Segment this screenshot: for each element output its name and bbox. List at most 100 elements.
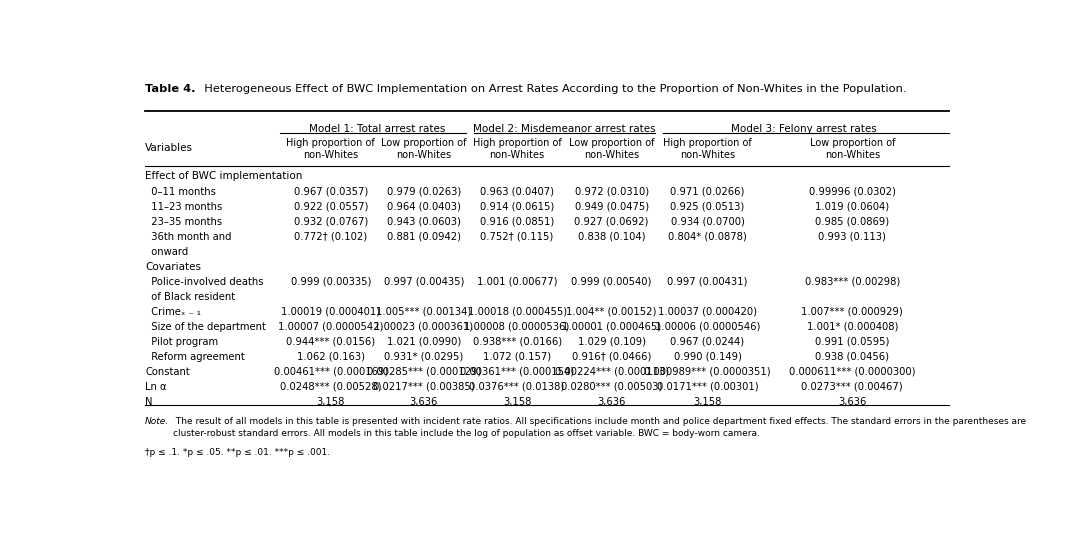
Text: Crimeₓ ₋ ₁: Crimeₓ ₋ ₁ — [145, 307, 201, 317]
Text: Size of the department: Size of the department — [145, 322, 266, 332]
Text: 0.971 (0.0266): 0.971 (0.0266) — [671, 187, 745, 197]
Text: 1.00007 (0.0000542): 1.00007 (0.0000542) — [279, 322, 383, 332]
Text: 0.967 (0.0357): 0.967 (0.0357) — [294, 187, 368, 197]
Text: 11–23 months: 11–23 months — [145, 202, 222, 212]
Text: 1.072 (0.157): 1.072 (0.157) — [483, 352, 551, 362]
Text: 3,636: 3,636 — [409, 397, 438, 407]
Text: 0.985 (0.0869): 0.985 (0.0869) — [815, 217, 889, 227]
Text: 23–35 months: 23–35 months — [145, 217, 222, 227]
Text: 0.983*** (0.00298): 0.983*** (0.00298) — [805, 277, 900, 287]
Text: Model 1: Total arrest rates: Model 1: Total arrest rates — [309, 123, 445, 134]
Text: 0.934 (0.0700): 0.934 (0.0700) — [671, 217, 744, 227]
Text: Effect of BWC implementation: Effect of BWC implementation — [145, 171, 302, 181]
Text: Constant: Constant — [145, 367, 190, 377]
Text: 0.990 (0.149): 0.990 (0.149) — [674, 352, 742, 362]
Text: 0.0171*** (0.00301): 0.0171*** (0.00301) — [657, 382, 758, 391]
Text: 1.00018 (0.000455): 1.00018 (0.000455) — [468, 307, 567, 317]
Text: 0.914 (0.0615): 0.914 (0.0615) — [480, 202, 554, 212]
Text: 0.972 (0.0310): 0.972 (0.0310) — [575, 187, 649, 197]
Text: 0.927 (0.0692): 0.927 (0.0692) — [575, 217, 649, 227]
Text: 0.916 (0.0851): 0.916 (0.0851) — [480, 217, 554, 227]
Text: 3,158: 3,158 — [503, 397, 531, 407]
Text: Ln α: Ln α — [145, 382, 166, 391]
Text: 1.00006 (0.0000546): 1.00006 (0.0000546) — [654, 322, 760, 332]
Text: 0.938*** (0.0166): 0.938*** (0.0166) — [473, 337, 562, 347]
Text: 0–11 months: 0–11 months — [145, 187, 216, 197]
Text: of Black resident: of Black resident — [145, 292, 235, 302]
Text: Police-involved deaths: Police-involved deaths — [145, 277, 264, 287]
Text: 0.752† (0.115): 0.752† (0.115) — [481, 232, 554, 242]
Text: 0.967 (0.0244): 0.967 (0.0244) — [671, 337, 744, 347]
Text: 0.949 (0.0475): 0.949 (0.0475) — [575, 202, 649, 212]
Text: 3,636: 3,636 — [838, 397, 866, 407]
Text: 0.00224*** (0.000113): 0.00224*** (0.000113) — [555, 367, 669, 377]
Text: 1.001* (0.000408): 1.001* (0.000408) — [807, 322, 897, 332]
Text: 0.99996 (0.0302): 0.99996 (0.0302) — [809, 187, 895, 197]
Text: 0.00361*** (0.000154): 0.00361*** (0.000154) — [460, 367, 575, 377]
Text: 1.019 (0.0604): 1.019 (0.0604) — [815, 202, 889, 212]
Text: Low proportion of
non-Whites: Low proportion of non-Whites — [381, 138, 467, 160]
Text: 0.772† (0.102): 0.772† (0.102) — [294, 232, 367, 242]
Text: 3,636: 3,636 — [597, 397, 625, 407]
Text: 1.021 (0.0990): 1.021 (0.0990) — [387, 337, 461, 347]
Text: 0.963 (0.0407): 0.963 (0.0407) — [481, 187, 554, 197]
Text: 0.943 (0.0603): 0.943 (0.0603) — [387, 217, 461, 227]
Text: Model 3: Felony arrest rates: Model 3: Felony arrest rates — [731, 123, 877, 134]
Text: 1.00037 (0.000420): 1.00037 (0.000420) — [658, 307, 757, 317]
Text: 1.00001 (0.000465): 1.00001 (0.000465) — [562, 322, 661, 332]
Text: 1.00023 (0.000361): 1.00023 (0.000361) — [374, 322, 473, 332]
Text: 0.999 (0.00540): 0.999 (0.00540) — [571, 277, 652, 287]
Text: 3,158: 3,158 — [693, 397, 721, 407]
Text: 1.005*** (0.00134): 1.005*** (0.00134) — [376, 307, 471, 317]
Text: 1.062 (0.163): 1.062 (0.163) — [297, 352, 365, 362]
Text: Table 4.: Table 4. — [145, 85, 195, 94]
Text: 0.938 (0.0456): 0.938 (0.0456) — [815, 352, 889, 362]
Text: N: N — [145, 397, 152, 407]
Text: Heterogeneous Effect of BWC Implementation on Arrest Rates According to the Prop: Heterogeneous Effect of BWC Implementati… — [197, 85, 906, 94]
Text: 0.925 (0.0513): 0.925 (0.0513) — [671, 202, 744, 212]
Text: Pilot program: Pilot program — [145, 337, 218, 347]
Text: 0.922 (0.0557): 0.922 (0.0557) — [294, 202, 368, 212]
Text: 0.997 (0.00435): 0.997 (0.00435) — [383, 277, 464, 287]
Text: 0.997 (0.00431): 0.997 (0.00431) — [667, 277, 747, 287]
Text: 0.0376*** (0.0138): 0.0376*** (0.0138) — [470, 382, 565, 391]
Text: 1.007*** (0.000929): 1.007*** (0.000929) — [801, 307, 903, 317]
Text: 0.0248*** (0.00528): 0.0248*** (0.00528) — [280, 382, 381, 391]
Text: 0.00461*** (0.000169): 0.00461*** (0.000169) — [273, 367, 388, 377]
Text: High proportion of
non-Whites: High proportion of non-Whites — [663, 138, 752, 160]
Text: 0.838 (0.104): 0.838 (0.104) — [578, 232, 646, 242]
Text: 0.0273*** (0.00467): 0.0273*** (0.00467) — [801, 382, 903, 391]
Text: High proportion of
non-Whites: High proportion of non-Whites — [473, 138, 562, 160]
Text: 3,158: 3,158 — [316, 397, 345, 407]
Text: 0.964 (0.0403): 0.964 (0.0403) — [387, 202, 461, 212]
Text: 0.999 (0.00335): 0.999 (0.00335) — [291, 277, 372, 287]
Text: Reform agreement: Reform agreement — [145, 352, 245, 362]
Text: onward: onward — [145, 247, 188, 257]
Text: 0.0217*** (0.00385): 0.0217*** (0.00385) — [373, 382, 474, 391]
Text: 0.944*** (0.0156): 0.944*** (0.0156) — [286, 337, 376, 347]
Text: High proportion of
non-Whites: High proportion of non-Whites — [286, 138, 375, 160]
Text: Note.: Note. — [145, 417, 170, 426]
Text: 1.00019 (0.000401): 1.00019 (0.000401) — [281, 307, 380, 317]
Text: 0.916† (0.0466): 0.916† (0.0466) — [572, 352, 651, 362]
Text: Variables: Variables — [145, 143, 193, 153]
Text: 0.979 (0.0263): 0.979 (0.0263) — [387, 187, 461, 197]
Text: 0.000989*** (0.0000351): 0.000989*** (0.0000351) — [644, 367, 771, 377]
Text: 0.00285*** (0.000129): 0.00285*** (0.000129) — [366, 367, 481, 377]
Text: 0.804* (0.0878): 0.804* (0.0878) — [669, 232, 747, 242]
Text: 1.00008 (0.0000536): 1.00008 (0.0000536) — [464, 322, 570, 332]
Text: 0.931* (0.0295): 0.931* (0.0295) — [384, 352, 463, 362]
Text: 36th month and: 36th month and — [145, 232, 231, 242]
Text: 0.881 (0.0942): 0.881 (0.0942) — [387, 232, 461, 242]
Text: The result of all models in this table is presented with incident rate ratios. A: The result of all models in this table i… — [173, 417, 1026, 438]
Text: 0.932 (0.0767): 0.932 (0.0767) — [294, 217, 368, 227]
Text: 0.991 (0.0595): 0.991 (0.0595) — [815, 337, 890, 347]
Text: 0.993 (0.113): 0.993 (0.113) — [819, 232, 887, 242]
Text: †p ≤ .1. *p ≤ .05. **p ≤ .01. ***p ≤ .001.: †p ≤ .1. *p ≤ .05. **p ≤ .01. ***p ≤ .00… — [145, 448, 330, 458]
Text: 0.0280*** (0.00503): 0.0280*** (0.00503) — [561, 382, 662, 391]
Text: Low proportion of
non-Whites: Low proportion of non-Whites — [569, 138, 654, 160]
Text: 1.001 (0.00677): 1.001 (0.00677) — [477, 277, 557, 287]
Text: Low proportion of
non-Whites: Low proportion of non-Whites — [810, 138, 895, 160]
Text: 0.000611*** (0.0000300): 0.000611*** (0.0000300) — [789, 367, 916, 377]
Text: 1.004** (0.00152): 1.004** (0.00152) — [567, 307, 657, 317]
